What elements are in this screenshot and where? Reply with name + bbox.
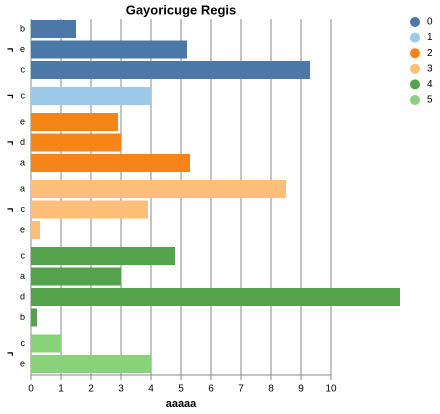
group-label: ¬ bbox=[7, 90, 13, 102]
bar bbox=[31, 334, 61, 353]
y-tick-label: b bbox=[20, 23, 25, 33]
x-tick-label: 2 bbox=[88, 384, 94, 395]
y-tick-label: c bbox=[21, 250, 26, 260]
legend-label: 5 bbox=[427, 95, 433, 106]
group-label: ¬ bbox=[7, 136, 13, 148]
legend-label: 3 bbox=[427, 63, 433, 74]
y-tick-label: c bbox=[21, 90, 26, 100]
x-tick-label: 7 bbox=[238, 384, 244, 395]
legend-symbol bbox=[410, 17, 420, 27]
bar bbox=[31, 288, 400, 306]
y-tick-label: d bbox=[20, 291, 25, 301]
x-tick-label: 6 bbox=[208, 384, 214, 395]
legend-label: 1 bbox=[427, 32, 433, 43]
y-tick-label: c bbox=[21, 64, 26, 74]
y-tick-label: e bbox=[20, 358, 25, 368]
y-tick-label: a bbox=[20, 157, 25, 167]
y-tick-label: a bbox=[20, 271, 25, 281]
legend-symbol bbox=[410, 79, 420, 90]
x-tick-label: 1 bbox=[58, 384, 64, 395]
x-tick-label: 3 bbox=[118, 384, 124, 395]
bar bbox=[31, 113, 118, 131]
bar bbox=[31, 247, 175, 265]
bar bbox=[31, 180, 286, 198]
y-tick-label: c bbox=[21, 204, 26, 214]
y-tick-label: d bbox=[20, 137, 25, 147]
bar bbox=[31, 154, 190, 172]
x-tick-label: 8 bbox=[268, 384, 274, 395]
legend-symbol bbox=[410, 95, 420, 105]
y-tick-label: e bbox=[20, 224, 25, 234]
legend-symbol bbox=[410, 63, 420, 74]
bar bbox=[31, 221, 40, 239]
x-tick-label: 4 bbox=[148, 384, 154, 395]
bar bbox=[31, 267, 121, 286]
chart-title: Gayoricuge Regis bbox=[126, 2, 237, 17]
y-tick-label: e bbox=[20, 116, 25, 126]
bar bbox=[31, 200, 148, 219]
bar bbox=[31, 20, 76, 38]
bar bbox=[31, 40, 187, 59]
x-tick-label: 10 bbox=[325, 384, 337, 395]
bar bbox=[31, 87, 151, 105]
bar bbox=[31, 308, 37, 327]
legend-label: 2 bbox=[427, 48, 433, 59]
bar bbox=[31, 355, 151, 373]
x-tick-label: 0 bbox=[28, 384, 34, 395]
group-label: ¬ bbox=[7, 43, 13, 55]
bar bbox=[31, 133, 121, 152]
y-tick-label: e bbox=[20, 44, 25, 54]
y-tick-label: a bbox=[20, 183, 25, 193]
legend-symbol bbox=[410, 32, 420, 43]
legend-label: 4 bbox=[427, 79, 433, 90]
bar bbox=[31, 61, 310, 79]
x-tick-label: 5 bbox=[178, 384, 184, 395]
group-label: ¬ bbox=[7, 203, 13, 215]
x-axis-title: aaaaa bbox=[166, 398, 197, 410]
legend-label: 0 bbox=[427, 17, 433, 28]
y-tick-label: c bbox=[21, 338, 26, 348]
group-label: ¬ bbox=[7, 348, 13, 360]
legend-symbol bbox=[410, 48, 420, 59]
x-tick-label: 9 bbox=[298, 384, 304, 395]
y-tick-label: b bbox=[20, 312, 25, 322]
